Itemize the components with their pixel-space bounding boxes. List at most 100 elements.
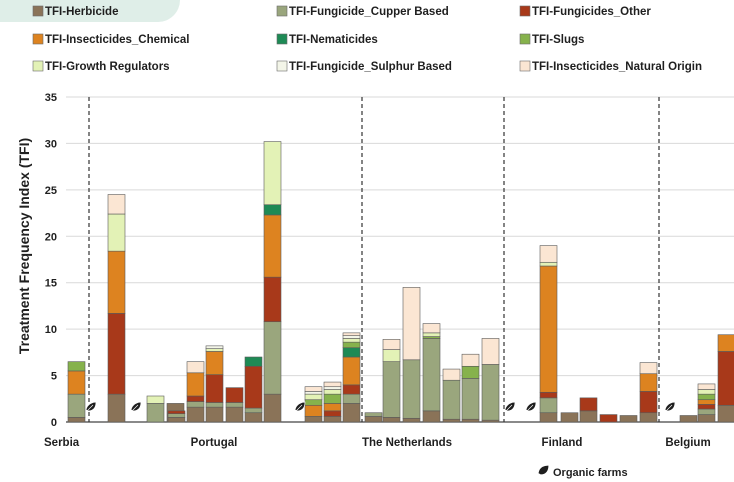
bar-segment-tfi-nematicides <box>263 204 282 216</box>
bar-segment-tfi-insecticides-natural-origin <box>342 332 361 336</box>
bar-segment-tfi-fungicide-cupper-based <box>186 401 205 408</box>
legend-label: TFI-Herbicide <box>45 6 118 18</box>
bar-segment-tfi-fungicides-other <box>186 395 205 402</box>
legend-label: TFI-Fungicide_Sulphur Based <box>289 61 452 73</box>
legend-item-tfi-fungicide-cupper-based: TFI-Fungicide_Cupper Based <box>276 5 449 18</box>
y-tick-label: 20 <box>45 231 57 243</box>
bar-segment-tfi-fungicide-cupper-based <box>167 413 186 418</box>
bar-segment-tfi-fungicide-sulphur-based <box>304 391 323 395</box>
leaf-icon <box>294 401 306 412</box>
legend-item-tfi-fungicides-other: TFI-Fungicides_Other <box>519 5 651 18</box>
organic-note-label: Organic farms <box>553 467 628 479</box>
bar-segment-tfi-insecticides-chemical <box>539 265 558 393</box>
bar-segment-tfi-insecticides-chemical <box>186 372 205 397</box>
bar-finland <box>639 362 658 423</box>
bar-the-netherlands <box>442 368 461 423</box>
bar-segment-tfi-fungicides-other <box>342 384 361 395</box>
bar-segment-tfi-nematicides <box>342 347 361 358</box>
bar-segment-tfi-growth-regulators <box>342 338 361 343</box>
bar-serbia <box>67 361 86 423</box>
bar-segment-tfi-herbicide <box>679 415 698 423</box>
bar-segment-tfi-growth-regulators <box>107 213 126 252</box>
y-tick-label: 10 <box>45 324 57 336</box>
bar-segment-tfi-fungicide-cupper-based <box>539 397 558 414</box>
y-tick-label: 15 <box>45 278 57 290</box>
bar-segment-tfi-fungicide-sulphur-based <box>323 386 342 390</box>
organic-markers <box>85 401 676 412</box>
bar-segment-tfi-slugs <box>697 393 716 401</box>
legend-swatch <box>276 33 288 45</box>
bar-segment-tfi-slugs <box>461 365 480 379</box>
leaf-icon <box>538 465 549 475</box>
bar-segment-tfi-growth-regulators <box>539 261 558 267</box>
bar-segment-tfi-growth-regulators <box>146 395 165 404</box>
bar-segment-tfi-fungicides-other <box>323 410 342 417</box>
legend-label: TFI-Fungicide_Cupper Based <box>289 6 449 18</box>
bar-finland <box>619 415 638 423</box>
bar-segment-tfi-growth-regulators <box>323 389 342 395</box>
country-label-the-netherlands: The Netherlands <box>362 437 452 449</box>
bar-segment-tfi-fungicide-cupper-based <box>402 359 421 419</box>
bar-segment-tfi-herbicide <box>697 414 716 423</box>
bar-segment-tfi-fungicides-other <box>539 391 558 399</box>
legend: TFI-Herbicide TFI-Fungicide_Cupper Based T… <box>32 5 702 73</box>
bar-segment-tfi-fungicide-cupper-based <box>225 402 244 408</box>
leaf-icon <box>130 401 142 412</box>
bar-segment-tfi-herbicide <box>107 393 126 423</box>
bar-the-netherlands <box>323 381 342 423</box>
legend-label: TFI-Insecticides_Natural Origin <box>532 61 702 73</box>
legend-item-tfi-growth-regulators: TFI-Growth Regulators <box>32 60 170 73</box>
bar-segment-tfi-insecticides-natural-origin <box>323 381 342 388</box>
bar-segment-tfi-herbicide <box>225 406 244 423</box>
bar-segment-tfi-fungicide-sulphur-based <box>205 345 224 349</box>
legend-swatch <box>519 33 531 45</box>
bar-segment-tfi-fungicide-cupper-based <box>342 393 361 404</box>
bar-portugal <box>244 356 263 423</box>
bar-segment-tfi-fungicide-cupper-based <box>263 321 282 395</box>
bar-segment-tfi-fungicide-cupper-based <box>67 393 86 418</box>
bar-finland <box>579 397 598 423</box>
bar-segment-tfi-fungicide-cupper-based <box>461 378 480 420</box>
bar-segment-tfi-fungicides-other <box>639 391 658 414</box>
bar-segment-tfi-herbicide <box>263 393 282 423</box>
y-tick-label: 35 <box>45 92 57 104</box>
bar-segment-tfi-insecticides-natural-origin <box>639 362 658 375</box>
bar-segment-tfi-fungicides-other <box>579 397 598 412</box>
country-separators <box>88 97 660 422</box>
bar-the-netherlands <box>304 386 323 423</box>
bar-segment-tfi-fungicides-other <box>107 313 126 395</box>
bar-belgium <box>679 415 698 423</box>
country-label-finland: Finland <box>542 437 583 449</box>
bar-segment-tfi-fungicides-other <box>263 276 282 323</box>
bar-the-netherlands <box>364 412 383 423</box>
bar-finland <box>539 245 558 423</box>
bar-segment-tfi-fungicides-other <box>599 414 618 423</box>
bar-segment-tfi-fungicide-cupper-based <box>697 408 716 415</box>
bar-portugal <box>263 141 282 423</box>
bar-belgium <box>697 383 716 423</box>
bar-segment-tfi-fungicides-other <box>697 404 716 410</box>
legend-label: TFI-Slugs <box>532 34 584 46</box>
bar-segment-tfi-herbicide <box>461 418 480 423</box>
bar-segment-tfi-slugs <box>304 399 323 406</box>
y-axis-ticks: 0 5 10 15 20 25 30 35 <box>45 92 57 429</box>
legend-swatch <box>519 5 531 17</box>
bars <box>67 141 734 423</box>
bar-segment-tfi-herbicide <box>304 416 323 423</box>
bar-segment-tfi-nematicides <box>244 356 263 367</box>
legend-swatch <box>32 5 44 17</box>
bar-segment-tfi-insecticides-chemical <box>342 356 361 386</box>
bar-segment-tfi-insecticides-natural-origin <box>186 361 205 374</box>
country-labels: Serbia Portugal The Netherlands Finland Belg… <box>44 437 711 449</box>
leaf-icon <box>525 401 537 412</box>
bar-segment-tfi-insecticides-natural-origin <box>382 339 401 350</box>
bar-finland <box>560 412 579 423</box>
bar-segment-tfi-insecticides-natural-origin <box>442 368 461 381</box>
legend-label: TFI-Growth Regulators <box>45 61 170 73</box>
y-tick-label: 25 <box>45 185 57 197</box>
bar-portugal <box>146 395 165 423</box>
bar-segment-tfi-insecticides-chemical <box>697 399 716 405</box>
bar-segment-tfi-herbicide <box>186 406 205 423</box>
bar-segment-tfi-insecticides-chemical <box>107 250 126 314</box>
